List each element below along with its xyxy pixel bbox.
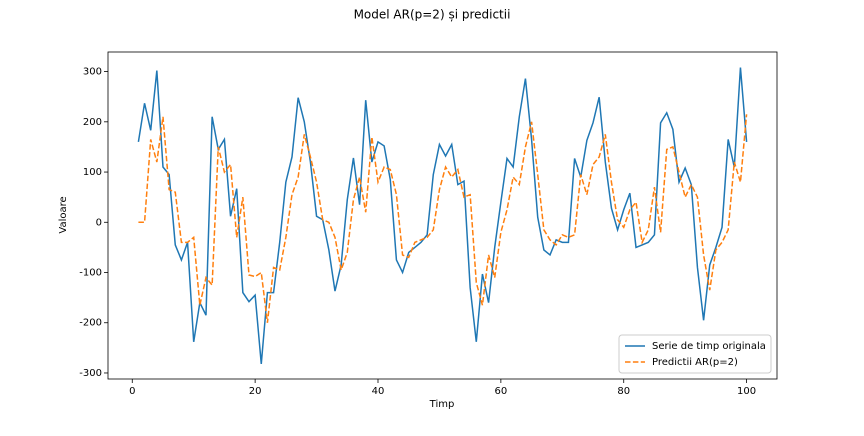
legend-label: Predictii AR(p=2) (652, 357, 738, 368)
x-tick-label: 60 (494, 386, 507, 397)
legend-label: Serie de timp originala (652, 341, 766, 352)
series-line (138, 114, 748, 323)
x-tick-label: 20 (249, 386, 262, 397)
plot-frame (107, 51, 778, 380)
y-tick-label: 100 (83, 167, 102, 178)
x-axis-label: Timp (429, 399, 455, 410)
y-tick-label: -300 (79, 368, 102, 379)
y-tick-label: 200 (83, 117, 102, 128)
chart-title: Model AR(p=2) și predictii (354, 8, 511, 22)
y-axis-label: Valoare (58, 196, 69, 233)
x-tick-label: 100 (737, 386, 756, 397)
y-tick-label: -200 (79, 318, 102, 329)
x-tick-label: 40 (372, 386, 385, 397)
y-tick-label: 0 (96, 217, 102, 228)
y-tick-label: 300 (83, 67, 102, 78)
y-tick-label: -100 (79, 268, 102, 279)
x-tick-label: 80 (617, 386, 630, 397)
series-line (137, 67, 748, 364)
x-tick-label: 0 (129, 386, 135, 397)
legend-box (618, 334, 772, 374)
